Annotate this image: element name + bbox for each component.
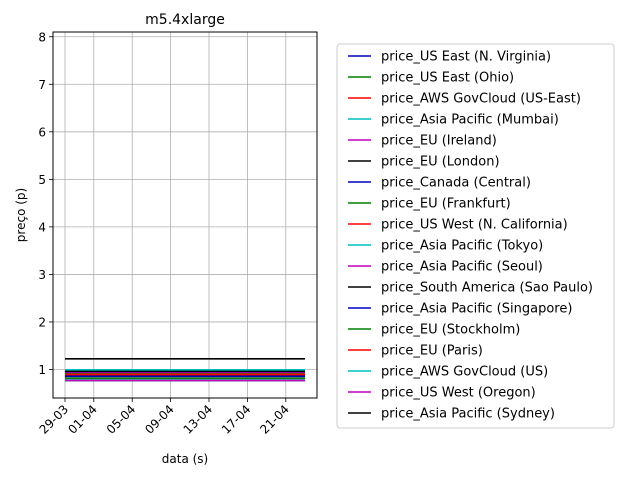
legend-label: price_EU (Stockholm)	[381, 323, 520, 338]
legend: price_US East (N. Virginia) price_US East…	[336, 43, 615, 429]
legend-entry: price_Asia Pacific (Tokyo)	[348, 239, 543, 254]
plot-frame	[52, 31, 318, 399]
legend-entry: price_EU (Stockholm)	[348, 323, 520, 338]
y-tick-label: 7	[38, 78, 46, 92]
legend-label: price_US West (N. California)	[381, 218, 568, 233]
grid-lines	[53, 32, 317, 398]
legend-label: price_EU (Frankfurt)	[381, 197, 511, 212]
x-tick-label: 29-03	[37, 402, 72, 437]
legend-label: price_AWS GovCloud (US)	[381, 365, 548, 380]
legend-entry: price_EU (Frankfurt)	[348, 197, 511, 212]
legend-box	[336, 43, 615, 429]
legend-label: price_EU (London)	[381, 155, 500, 170]
legend-entry: price_US West (N. California)	[348, 218, 568, 233]
x-tick-label: 09-04	[142, 402, 177, 437]
legend-entry: price_Asia Pacific (Sydney)	[348, 407, 555, 422]
legend-entry: price_AWS GovCloud (US-East)	[348, 92, 581, 107]
legend-entry: price_US West (Oregon)	[348, 386, 536, 401]
y-axis-ticks: 1 2 3 4 5 6 7 8	[38, 30, 53, 377]
legend-label: price_Asia Pacific (Sydney)	[381, 407, 555, 422]
legend-entry: price_AWS GovCloud (US)	[348, 365, 548, 380]
legend-label: price_EU (Ireland)	[381, 134, 497, 149]
legend-entry: price_EU (Paris)	[348, 344, 483, 359]
legend-entry: price_Asia Pacific (Seoul)	[348, 260, 543, 275]
legend-label: price_Asia Pacific (Tokyo)	[381, 239, 543, 254]
legend-entry: price_US East (Ohio)	[348, 71, 514, 86]
legend-entry: price_US East (N. Virginia)	[348, 50, 551, 65]
legend-entry: price_EU (London)	[348, 155, 500, 170]
x-tick-label: 21-04	[257, 402, 292, 437]
series-lines	[65, 358, 305, 382]
chart-title: m5.4xlarge	[145, 12, 225, 28]
legend-label: price_Asia Pacific (Mumbai)	[381, 113, 559, 128]
x-tick-label: 17-04	[219, 402, 254, 437]
legend-entry: price_EU (Ireland)	[348, 134, 497, 149]
x-tick-label: 13-04	[181, 402, 216, 437]
y-tick-label: 3	[38, 268, 46, 282]
y-tick-label: 6	[38, 125, 46, 139]
legend-label: price_US East (N. Virginia)	[381, 50, 551, 65]
legend-label: price_Asia Pacific (Singapore)	[381, 302, 572, 317]
x-axis-label: data (s)	[162, 452, 208, 466]
x-tick-label: 01-04	[65, 402, 100, 437]
x-tick-label: 05-04	[104, 402, 139, 437]
legend-label: price_EU (Paris)	[381, 344, 483, 359]
y-axis-label: preço (p)	[14, 188, 28, 242]
legend-label: price_South America (Sao Paulo)	[381, 281, 593, 296]
legend-label: price_Canada (Central)	[381, 176, 531, 191]
y-tick-label: 8	[38, 30, 46, 44]
legend-label: price_US West (Oregon)	[381, 386, 536, 401]
y-tick-label: 1	[38, 363, 46, 377]
legend-entry: price_Canada (Central)	[348, 176, 531, 191]
legend-label: price_US East (Ohio)	[381, 71, 514, 86]
y-tick-label: 2	[38, 315, 46, 329]
y-tick-label: 5	[38, 173, 46, 187]
y-tick-label: 4	[38, 220, 46, 234]
legend-label: price_AWS GovCloud (US-East)	[381, 92, 581, 107]
legend-label: price_Asia Pacific (Seoul)	[381, 260, 543, 275]
legend-entry: price_Asia Pacific (Singapore)	[348, 302, 572, 317]
legend-entry: price_Asia Pacific (Mumbai)	[348, 113, 559, 128]
legend-entry: price_South America (Sao Paulo)	[348, 281, 593, 296]
